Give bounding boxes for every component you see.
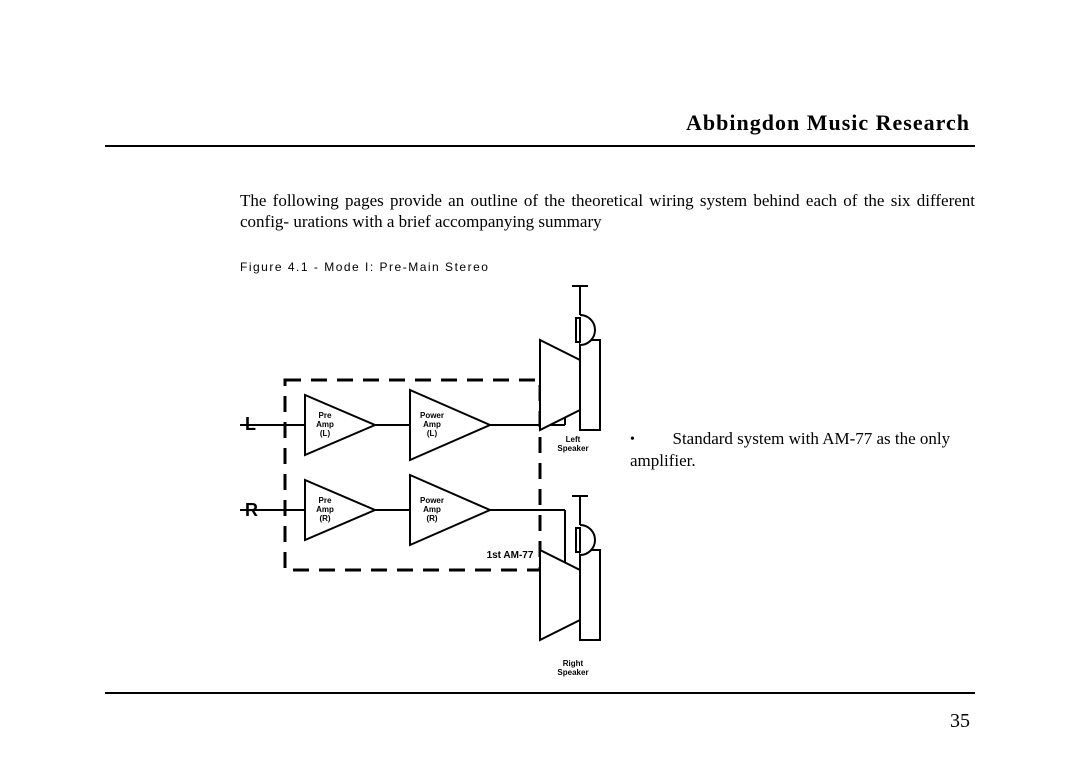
wiring-diagram (240, 280, 640, 690)
box-label: 1st AM-77 (480, 550, 540, 561)
preamp-r-label: Pre Amp (R) (310, 497, 340, 523)
page-number: 35 (950, 710, 970, 733)
left-speaker-label: Left Speaker (548, 436, 598, 454)
bullet-text: Standard system with AM-77 as the only a… (630, 428, 970, 472)
bottom-rule (105, 692, 975, 694)
top-rule (105, 145, 975, 147)
right-speaker-label: Right Speaker (548, 660, 598, 678)
poweramp-l-label: Power Amp (L) (415, 412, 449, 438)
brand-logo: Abbingdon Music Research (686, 110, 970, 136)
preamp-l-label: Pre Amp (L) (310, 412, 340, 438)
poweramp-r-label: Power Amp (R) (415, 497, 449, 523)
figure-caption: Figure 4.1 - Mode I: Pre-Main Stereo (240, 260, 489, 274)
intro-paragraph: The following pages provide an outline o… (240, 190, 975, 233)
